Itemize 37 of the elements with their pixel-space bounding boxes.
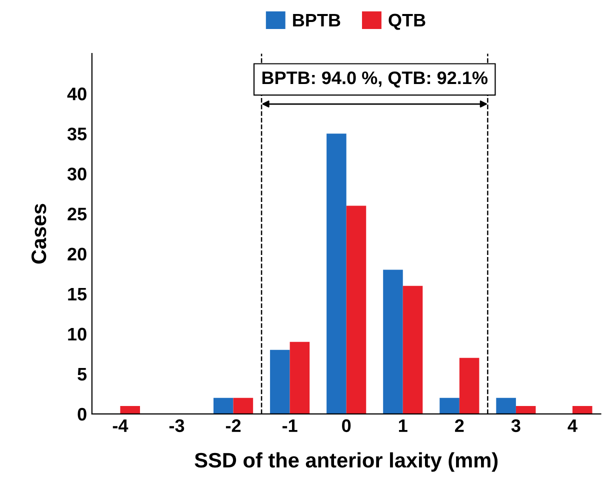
bar	[213, 398, 234, 414]
y-tick-label: 10	[68, 328, 86, 341]
y-tick-label: 15	[68, 288, 87, 301]
x-tick-label: -1	[282, 419, 298, 432]
y-tick-label: 20	[68, 248, 86, 260]
bar	[120, 406, 140, 414]
bar	[326, 134, 346, 414]
bar	[233, 398, 254, 414]
bar	[270, 350, 290, 414]
x-tick-label: -4	[112, 419, 128, 432]
x-tick-label: -2	[226, 419, 241, 432]
bar	[290, 342, 310, 414]
bar	[496, 398, 516, 414]
bar	[572, 406, 592, 414]
bar	[440, 398, 460, 414]
bar	[459, 358, 480, 414]
y-tick-label: 40	[67, 88, 86, 100]
y-tick-label: 25	[68, 208, 87, 220]
legend-label: BPTB	[293, 14, 340, 26]
x-tick-label: 2	[455, 419, 464, 432]
y-tick-label: 0	[78, 408, 86, 421]
annotation: BPTB: 94.0 %, QTB: 92.1%	[262, 71, 488, 88]
bar	[346, 206, 366, 414]
y-tick-label: 30	[67, 168, 86, 180]
bar	[402, 286, 423, 414]
x-tick-label: 3	[511, 419, 520, 432]
bar	[516, 406, 536, 414]
x-axis-title: SSD of the anterior laxity (mm)	[194, 452, 498, 472]
x-tick-label: 1	[398, 419, 408, 432]
y-tick-label: 35	[67, 128, 87, 140]
bar	[383, 270, 403, 414]
legend-label: QTB	[388, 14, 426, 30]
x-tick-label: -3	[169, 419, 184, 432]
y-tick-label: 5	[78, 368, 87, 381]
x-tick-label: 0	[342, 419, 351, 432]
y-axis-title: Cases	[31, 204, 46, 264]
x-tick-label: 4	[568, 419, 578, 432]
